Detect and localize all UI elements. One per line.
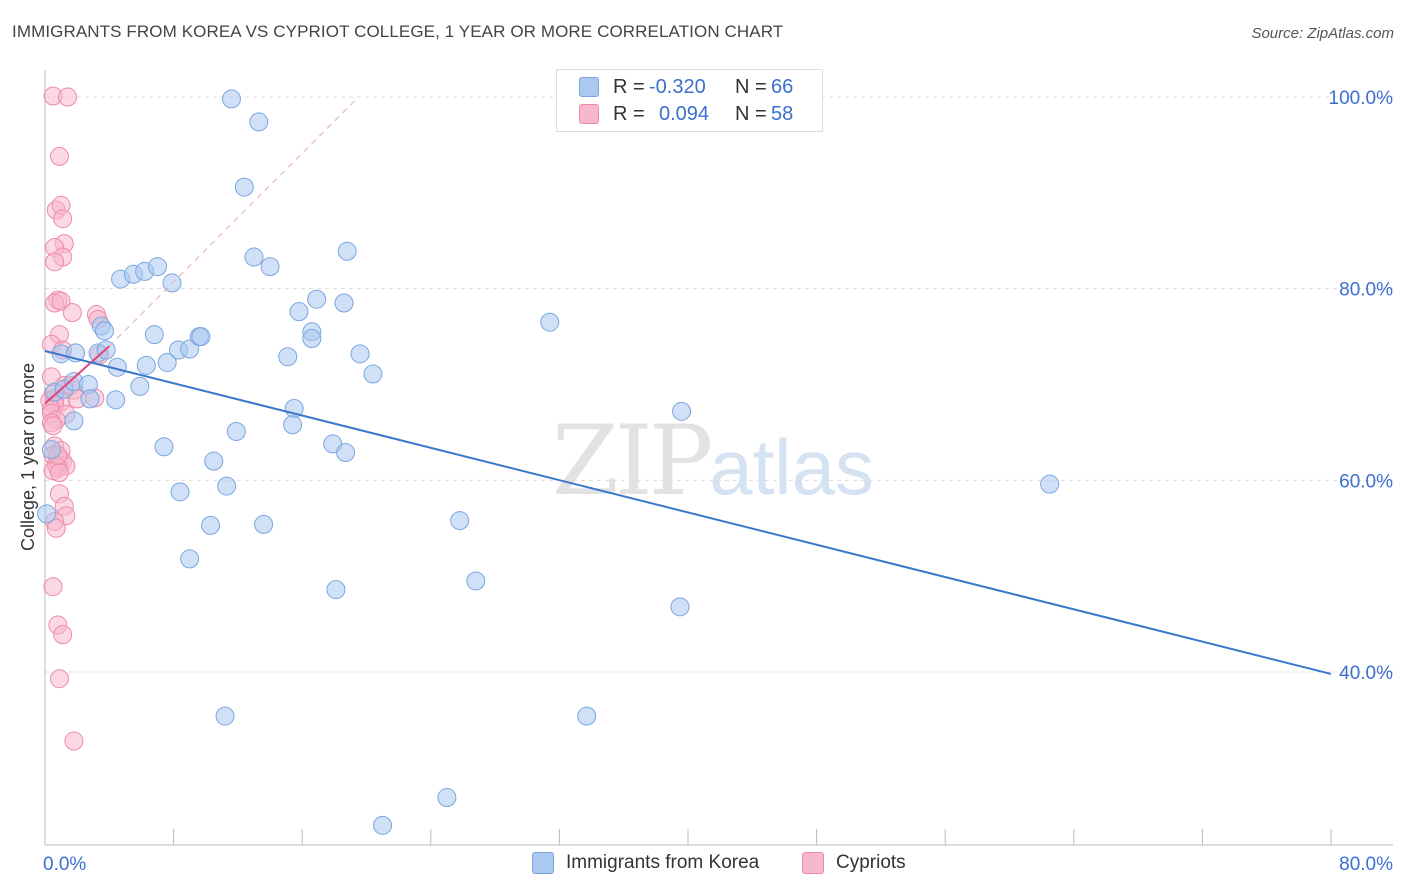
y-axis-title: College, 1 year or more: [18, 363, 38, 551]
legend-n-label: N =: [735, 102, 767, 125]
y-tick-label: 80.0%: [1339, 280, 1393, 301]
y-tick-label: 100.0%: [1329, 88, 1394, 109]
korea-point: [130, 376, 150, 396]
legend-r-label: R =: [613, 75, 645, 98]
cypriot-point: [49, 669, 69, 689]
korea-point: [170, 482, 190, 502]
korea-point: [373, 815, 393, 835]
korea-point: [466, 571, 486, 591]
korea-point: [577, 706, 597, 726]
legend-n-value: 58: [771, 102, 794, 125]
y-tick-label: 60.0%: [1339, 471, 1393, 492]
korea-point: [337, 241, 357, 261]
legend-n-value: 66: [771, 75, 794, 98]
x-tick-label: 0.0%: [43, 854, 86, 875]
legend-r-value: -0.320: [649, 75, 706, 98]
korea-point: [191, 327, 211, 347]
korea-point: [289, 302, 309, 322]
cypriot-trend-line: [44, 345, 110, 405]
korea-point: [201, 515, 221, 535]
korea-point: [204, 451, 224, 471]
cypriot-point: [43, 416, 63, 436]
korea-point: [254, 514, 274, 534]
korea-point: [437, 788, 457, 808]
korea-point: [307, 289, 327, 309]
korea-point: [80, 389, 100, 409]
korea-point: [1040, 474, 1060, 494]
korea-point: [217, 476, 237, 496]
bottom-legend-cypriots: Cypriots: [802, 852, 906, 874]
legend-r-value: 0.094: [659, 102, 710, 125]
cypriot-point: [49, 146, 69, 166]
cypriot-point: [51, 291, 71, 311]
korea-point: [106, 390, 126, 410]
cypriot-point: [45, 252, 65, 272]
legend-n-label: N =: [735, 75, 767, 98]
korea-trend-line: [44, 349, 1332, 675]
korea-point: [326, 580, 346, 600]
korea-point: [672, 401, 692, 421]
correlation-legend: R = -0.320 N = 66 R = 0.094 N = 58: [556, 69, 823, 132]
korea-point: [37, 504, 57, 524]
korea-point: [450, 511, 470, 531]
bottom-legend-korea: Immigrants from Korea: [532, 852, 759, 874]
cypriot-point: [46, 518, 66, 538]
korea-point: [302, 329, 322, 348]
korea-point: [244, 247, 264, 267]
bottom-legend-label-cypriots: Cypriots: [836, 852, 906, 873]
korea-point: [144, 325, 164, 345]
korea-point: [670, 597, 690, 617]
legend-swatch-korea: [579, 77, 599, 97]
korea-point: [226, 421, 246, 441]
cypriot-point: [53, 625, 73, 645]
korea-point: [249, 112, 269, 132]
cypriot-point: [53, 209, 73, 229]
korea-point: [64, 411, 84, 431]
korea-point: [157, 352, 177, 372]
y-tick-label: 40.0%: [1339, 663, 1393, 684]
korea-point: [221, 89, 241, 109]
cypriot-point: [43, 577, 63, 597]
korea-point: [350, 344, 370, 364]
korea-point: [215, 706, 235, 726]
cypriot-trend-extension: [108, 96, 359, 347]
korea-point: [136, 355, 156, 375]
korea-point: [260, 257, 280, 277]
korea-point: [334, 293, 354, 313]
korea-point: [41, 440, 61, 460]
cypriot-point: [62, 303, 82, 323]
watermark-atlas: atlas: [709, 423, 874, 511]
korea-point: [148, 257, 168, 277]
legend-r-label: R =: [613, 102, 645, 125]
x-tick-label: 80.0%: [1339, 854, 1393, 875]
korea-point: [283, 415, 303, 435]
chart-title: IMMIGRANTS FROM KOREA VS CYPRIOT COLLEGE…: [12, 22, 784, 41]
bottom-legend-label-korea: Immigrants from Korea: [566, 852, 760, 873]
bottom-legend-swatch-korea: [532, 852, 554, 874]
korea-point: [363, 364, 383, 384]
cypriot-point: [58, 87, 78, 107]
korea-point: [94, 321, 114, 341]
korea-point: [154, 437, 174, 457]
korea-point: [278, 347, 298, 367]
source-label: Source: ZipAtlas.com: [1251, 25, 1394, 42]
korea-point: [234, 177, 254, 197]
korea-point: [180, 549, 200, 569]
bottom-legend-swatch-cypriots: [802, 852, 824, 874]
korea-point: [540, 312, 560, 332]
legend-swatch-cypriots: [579, 104, 599, 124]
cypriot-point: [64, 731, 84, 751]
cypriot-point: [49, 463, 69, 483]
korea-point: [336, 443, 356, 463]
